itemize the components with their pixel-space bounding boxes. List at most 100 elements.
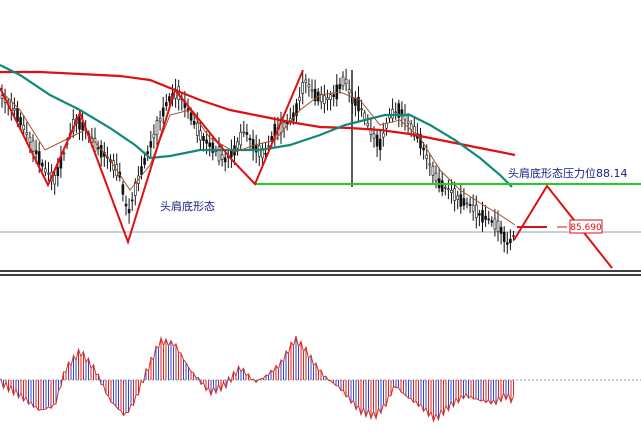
candle-body	[505, 242, 509, 245]
candle-body	[425, 154, 429, 159]
candle-body	[397, 103, 401, 118]
moving-average-red-line	[0, 70, 516, 157]
oscillator-histogram	[0, 337, 514, 421]
candle-body	[161, 107, 165, 117]
candle-body	[267, 145, 270, 148]
pattern-label: 头肩底形态	[160, 199, 215, 213]
candle-body	[295, 103, 298, 117]
candle-body	[450, 189, 453, 193]
candle-body	[239, 131, 242, 146]
candle-body	[298, 96, 301, 101]
candle-body	[372, 133, 376, 139]
current-price-tag-box	[569, 219, 603, 234]
candle-body	[220, 154, 224, 160]
candle-body	[496, 220, 500, 233]
candle-body	[236, 141, 239, 149]
candle-body	[493, 218, 497, 230]
candle-body	[499, 226, 503, 234]
candle-body	[143, 157, 146, 165]
candle-body	[0, 95, 4, 99]
candle-body	[329, 94, 332, 100]
candle-body	[307, 84, 311, 88]
candle-body	[443, 187, 447, 189]
candle-body	[381, 132, 385, 138]
candle-body	[245, 132, 249, 135]
candle-body	[158, 118, 162, 122]
candle-body	[19, 117, 22, 126]
candle-body	[40, 162, 44, 167]
candle-body	[319, 94, 323, 103]
candle-body	[344, 78, 348, 84]
candle-body	[375, 134, 379, 147]
candle-body	[391, 109, 394, 119]
candle-body	[453, 188, 456, 201]
candle-body	[254, 145, 258, 153]
candle-body	[37, 151, 41, 166]
candle-body	[490, 220, 494, 223]
candle-body	[25, 132, 29, 136]
candle-body	[140, 166, 143, 175]
oscillator-signal-line	[0, 335, 514, 423]
candle-body	[34, 150, 38, 155]
candle-body	[202, 136, 205, 142]
candle-body	[471, 204, 475, 212]
price-panel: 头肩底形态 头肩底形态压力位88.14 85.690	[0, 64, 641, 269]
candle-body	[196, 122, 199, 136]
candle-body	[394, 111, 398, 114]
candle-body	[217, 146, 221, 162]
candle-body	[360, 108, 363, 111]
candle-body	[168, 96, 171, 102]
candle-body	[121, 184, 125, 195]
candle-body	[301, 82, 305, 94]
candle-body	[366, 122, 370, 126]
candle-body	[13, 108, 16, 111]
moving-average-thin-line	[0, 89, 516, 226]
candle-body	[338, 84, 342, 90]
candle-body	[62, 152, 66, 155]
candle-body	[468, 204, 472, 206]
candle-body	[242, 131, 246, 134]
candle-body	[434, 172, 438, 182]
candle-body	[487, 218, 491, 221]
candle-body	[248, 138, 252, 140]
candle-body	[47, 172, 50, 175]
candle-body	[474, 204, 478, 218]
candle-body	[53, 175, 57, 185]
candle-body	[56, 167, 60, 176]
candle-body	[304, 79, 308, 83]
candle-body	[22, 124, 26, 130]
candle-body	[124, 203, 128, 207]
candle-body	[509, 238, 512, 244]
candle-body	[357, 96, 360, 112]
candle-body	[481, 210, 484, 223]
candle-body	[484, 215, 487, 220]
current-price-tag: 85.690	[570, 223, 602, 233]
candle-body	[406, 120, 410, 124]
candlestick-series	[0, 68, 515, 254]
candle-body	[208, 142, 211, 147]
candle-body	[251, 139, 255, 151]
candle-body	[385, 123, 388, 129]
candle-body	[326, 97, 329, 100]
oscillator-panel	[0, 335, 641, 423]
candle-body	[78, 117, 81, 130]
candle-body	[99, 145, 103, 158]
candle-body	[149, 141, 153, 148]
candle-body	[459, 194, 463, 207]
candle-body	[230, 149, 233, 158]
moving-average-teal-line	[0, 64, 513, 188]
head-shoulders-outline	[0, 69, 304, 246]
candle-body	[431, 166, 435, 176]
candle-body	[478, 213, 481, 216]
candle-body	[192, 121, 196, 125]
candle-body	[44, 168, 47, 173]
candle-body	[354, 98, 357, 106]
candle-body	[409, 123, 413, 130]
candle-body	[502, 232, 506, 242]
candle-body	[422, 147, 425, 151]
candle-body	[199, 130, 202, 141]
candle-body	[16, 108, 19, 122]
candle-body	[313, 88, 317, 102]
candle-body	[282, 122, 286, 129]
